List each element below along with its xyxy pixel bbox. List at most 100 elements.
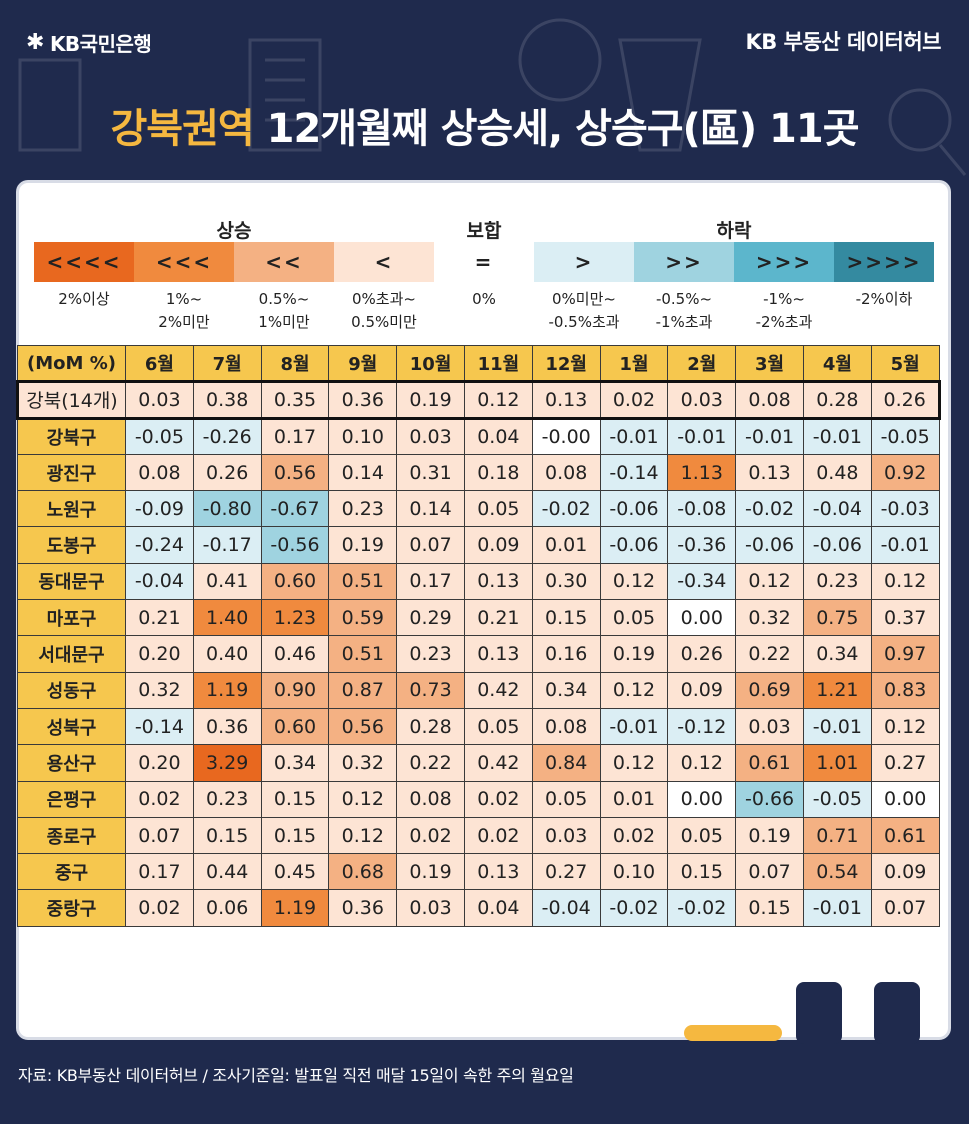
table-row: 은평구 0.02 0.23 0.15 0.12 0.08 0.02 0.05 0.01 0.00-… bbox=[17, 780, 940, 818]
value-cell: -0.08 bbox=[667, 490, 737, 528]
value-cell: 0.08 bbox=[531, 707, 601, 746]
row-label: 서대문구 bbox=[17, 635, 126, 673]
legend-swatch: >>> bbox=[734, 242, 834, 282]
value-cell: 0.02 bbox=[125, 889, 194, 927]
row-label: 중구 bbox=[17, 853, 126, 891]
row-label: 강북(14개) bbox=[16, 380, 126, 420]
value-cell: 1.21 bbox=[802, 671, 872, 709]
column-header: 2월 bbox=[667, 344, 737, 383]
value-cell: 0.36 bbox=[328, 380, 398, 420]
row-label: 용산구 bbox=[17, 744, 126, 782]
table-row: 중랑구 0.02 0.06 1.19 0.36 0.03 0.04 -0.04 -0.02 -0.… bbox=[17, 889, 940, 927]
value-cell: 0.10 bbox=[599, 853, 669, 891]
value-cell: 0.60 bbox=[260, 562, 330, 601]
value-cell: 0.15 bbox=[531, 599, 601, 637]
value-cell: 0.14 bbox=[396, 490, 465, 528]
page-title: 강북권역 12개월째 상승세, 상승구(區) 11곳 bbox=[0, 96, 969, 154]
value-cell: 0.09 bbox=[667, 671, 737, 709]
value-cell: -0.66 bbox=[735, 780, 804, 818]
value-cell: 0.21 bbox=[125, 599, 194, 637]
value-cell: 0.03 bbox=[667, 380, 737, 420]
value-cell: -0.06 bbox=[599, 490, 669, 528]
value-cell: 0.00 bbox=[870, 780, 940, 818]
value-cell: 0.38 bbox=[192, 380, 262, 420]
column-header: 9월 bbox=[328, 344, 398, 383]
value-cell: 0.13 bbox=[463, 853, 533, 891]
value-cell: 0.59 bbox=[328, 599, 398, 637]
value-cell: 0.69 bbox=[735, 671, 804, 709]
legend-description: -2%이하 bbox=[855, 290, 913, 308]
value-cell: 0.42 bbox=[463, 671, 533, 709]
bank-logo-text: KB국민은행 bbox=[49, 32, 152, 56]
value-cell: 0.42 bbox=[463, 744, 533, 782]
value-cell: 0.92 bbox=[870, 453, 940, 492]
value-cell: 0.40 bbox=[192, 635, 262, 673]
value-cell: 0.02 bbox=[599, 380, 669, 420]
value-cell: 0.05 bbox=[463, 490, 533, 528]
title-rest: 12개월째 상승세, 상승구(區) 11곳 bbox=[253, 106, 860, 152]
value-cell: -0.05 bbox=[125, 417, 194, 455]
value-cell: 0.29 bbox=[396, 599, 465, 637]
value-cell: 1.13 bbox=[667, 453, 737, 492]
value-cell: -0.04 bbox=[802, 490, 872, 528]
value-cell: 0.19 bbox=[599, 635, 669, 673]
legend-group-flat: 보합 bbox=[466, 220, 502, 242]
value-cell: 3.29 bbox=[192, 744, 262, 782]
value-cell: 0.09 bbox=[870, 853, 940, 891]
legend-swatch: < bbox=[334, 242, 434, 282]
value-cell: 0.87 bbox=[328, 671, 398, 709]
legend-description: 0%미만~ -0.5%초과 bbox=[548, 290, 620, 332]
value-cell: 0.02 bbox=[463, 816, 533, 855]
value-cell: 0.26 bbox=[192, 453, 262, 492]
legend-color-scale: <<<< <<< << < = > >> >>> >>>> bbox=[34, 242, 935, 282]
value-cell: 0.12 bbox=[735, 562, 804, 601]
value-cell: -0.02 bbox=[599, 889, 669, 927]
value-cell: 0.34 bbox=[260, 744, 330, 782]
value-cell: 0.03 bbox=[396, 889, 465, 927]
value-cell: 0.22 bbox=[396, 744, 465, 782]
value-cell: 0.16 bbox=[531, 635, 601, 673]
legend-swatch: <<< bbox=[134, 242, 234, 282]
value-cell: -0.01 bbox=[667, 417, 737, 455]
value-cell: 0.60 bbox=[260, 707, 330, 746]
row-label: 도봉구 bbox=[17, 526, 126, 564]
value-cell: -0.02 bbox=[531, 490, 601, 528]
column-header: 7월 bbox=[192, 344, 262, 383]
value-cell: -0.14 bbox=[599, 453, 669, 492]
value-cell: 0.15 bbox=[260, 780, 330, 818]
value-cell: -0.36 bbox=[667, 526, 737, 564]
value-cell: 0.28 bbox=[802, 380, 872, 420]
value-cell: 0.18 bbox=[463, 453, 533, 492]
value-cell: 0.15 bbox=[735, 889, 804, 927]
value-cell: -0.04 bbox=[531, 889, 601, 927]
value-cell: 0.36 bbox=[328, 889, 398, 927]
row-label: 성동구 bbox=[17, 671, 126, 709]
value-cell: -0.01 bbox=[802, 889, 872, 927]
value-cell: -0.03 bbox=[870, 490, 940, 528]
value-cell: 0.07 bbox=[735, 853, 804, 891]
value-cell: 0.34 bbox=[531, 671, 601, 709]
value-cell: 0.14 bbox=[328, 453, 398, 492]
value-cell: 0.51 bbox=[328, 562, 398, 601]
value-cell: 0.03 bbox=[531, 816, 601, 855]
value-cell: 0.83 bbox=[870, 671, 940, 709]
value-cell: 0.08 bbox=[125, 453, 194, 492]
value-cell: 0.17 bbox=[260, 417, 330, 455]
value-cell: 0.12 bbox=[599, 671, 669, 709]
value-cell: 0.32 bbox=[125, 671, 194, 709]
value-cell: 0.22 bbox=[735, 635, 804, 673]
value-cell: 0.02 bbox=[599, 816, 669, 855]
column-header: 8월 bbox=[260, 344, 330, 383]
mom-change-table: (MoM %) 6월 7월 8월 9월 10월 11월 12월 1월 2월 3월 4월 5월 강북(14… bbox=[16, 344, 941, 927]
table-corner-label: (MoM %) bbox=[17, 344, 126, 383]
value-cell: 0.61 bbox=[735, 744, 804, 782]
legend-description: -1%~ -2%초과 bbox=[755, 290, 813, 332]
value-cell: 0.03 bbox=[396, 417, 465, 455]
value-cell: 0.02 bbox=[463, 780, 533, 818]
column-header: 12월 bbox=[531, 344, 601, 383]
value-cell: 0.20 bbox=[125, 635, 194, 673]
table-row: 마포구 0.21 1.40 1.23 0.59 0.29 0.21 0.15 0.05 0.00 0… bbox=[17, 599, 940, 637]
value-cell: 0.44 bbox=[192, 853, 262, 891]
value-cell: 0.05 bbox=[463, 707, 533, 746]
legend-descriptions: 2%이상 1%~ 2%미만 0.5%~ 1%미만 0%초과~ 0.5%미만 0% 0%미만… bbox=[34, 288, 935, 335]
